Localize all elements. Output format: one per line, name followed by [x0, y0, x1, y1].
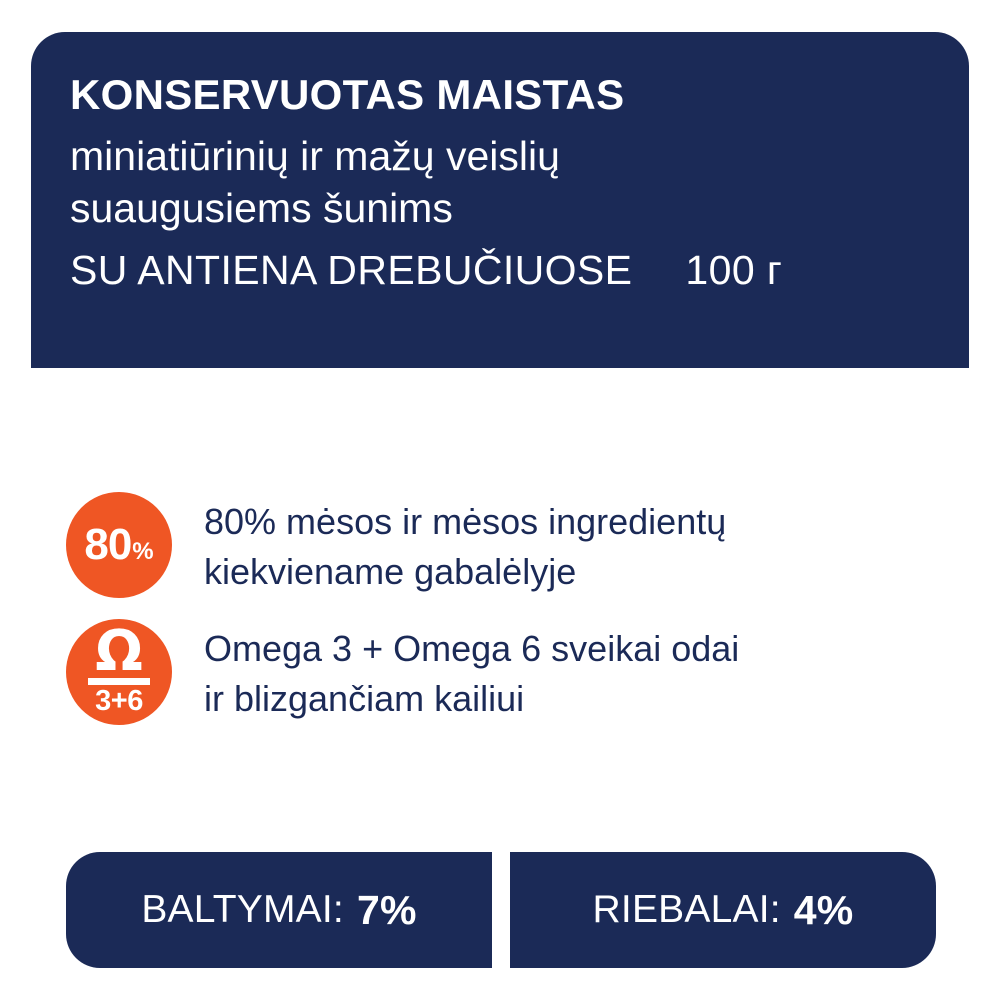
product-weight: 100 г — [685, 247, 783, 294]
percent-badge-sign: % — [132, 538, 154, 565]
percent-badge-icon: 80 % — [66, 492, 172, 598]
nutrition-divider — [492, 852, 510, 968]
product-variant-row: SU ANTIENA DREBUČIUOSE 100 г — [70, 247, 929, 294]
product-header-banner: KONSERVUOTAS MAISTAS miniatiūrinių ir ma… — [31, 32, 969, 368]
nutrition-value-protein: 7% — [356, 886, 417, 933]
omega-badge-numbers: 3+6 — [95, 684, 143, 717]
nutrition-box-protein: BALTYMAI: 7% — [66, 852, 492, 968]
feature-text-line-1: Omega 3 + Omega 6 sveikai odai — [204, 628, 740, 669]
nutrition-box-fat: RIEBALAI: 4% — [510, 852, 936, 968]
nutrition-bar: BALTYMAI: 7% RIEBALAI: 4% — [66, 852, 936, 968]
percent-badge-number: 80 — [84, 520, 132, 569]
omega-divider-rule — [88, 677, 150, 685]
product-subtitle-line-2: suaugusiems šunims — [70, 185, 453, 232]
product-subtitle: miniatiūrinių ir mažų veislių suaugusiem… — [70, 130, 929, 235]
nutrition-label-fat: RIEBALAI: — [592, 888, 781, 931]
nutrition-label-protein: BALTYMAI: — [141, 888, 344, 931]
nutrition-value-fat: 4% — [793, 886, 854, 933]
feature-item-omega: Ω 3+6 Omega 3 + Omega 6 sveikai odai ir … — [66, 616, 946, 725]
feature-list: 80 % 80% mėsos ir mėsos ingredientų kiek… — [66, 489, 946, 743]
omega-symbol-icon: Ω — [95, 619, 143, 685]
product-variant-name: SU ANTIENA DREBUČIUOSE — [70, 247, 633, 294]
product-subtitle-line-1: miniatiūrinių ir mažų veislių — [70, 132, 560, 179]
feature-text-line-2: kiekviename gabalėlyje — [204, 550, 577, 592]
omega-badge-content: Ω 3+6 — [88, 619, 150, 717]
percent-badge-content: 80 % — [84, 523, 153, 567]
omega-badge-icon: Ω 3+6 — [66, 619, 172, 725]
feature-text-line-2: ir blizgančiam kailiui — [204, 677, 525, 719]
feature-text-line-1: 80% mėsos ir mėsos ingredientų — [204, 501, 727, 542]
feature-text-omega: Omega 3 + Omega 6 sveikai odai ir blizga… — [204, 616, 739, 723]
page-title: KONSERVUOTAS MAISTAS — [70, 71, 625, 118]
feature-text-meat-content: 80% mėsos ir mėsos ingredientų kiekviena… — [204, 489, 726, 596]
feature-item-meat-content: 80 % 80% mėsos ir mėsos ingredientų kiek… — [66, 489, 946, 598]
